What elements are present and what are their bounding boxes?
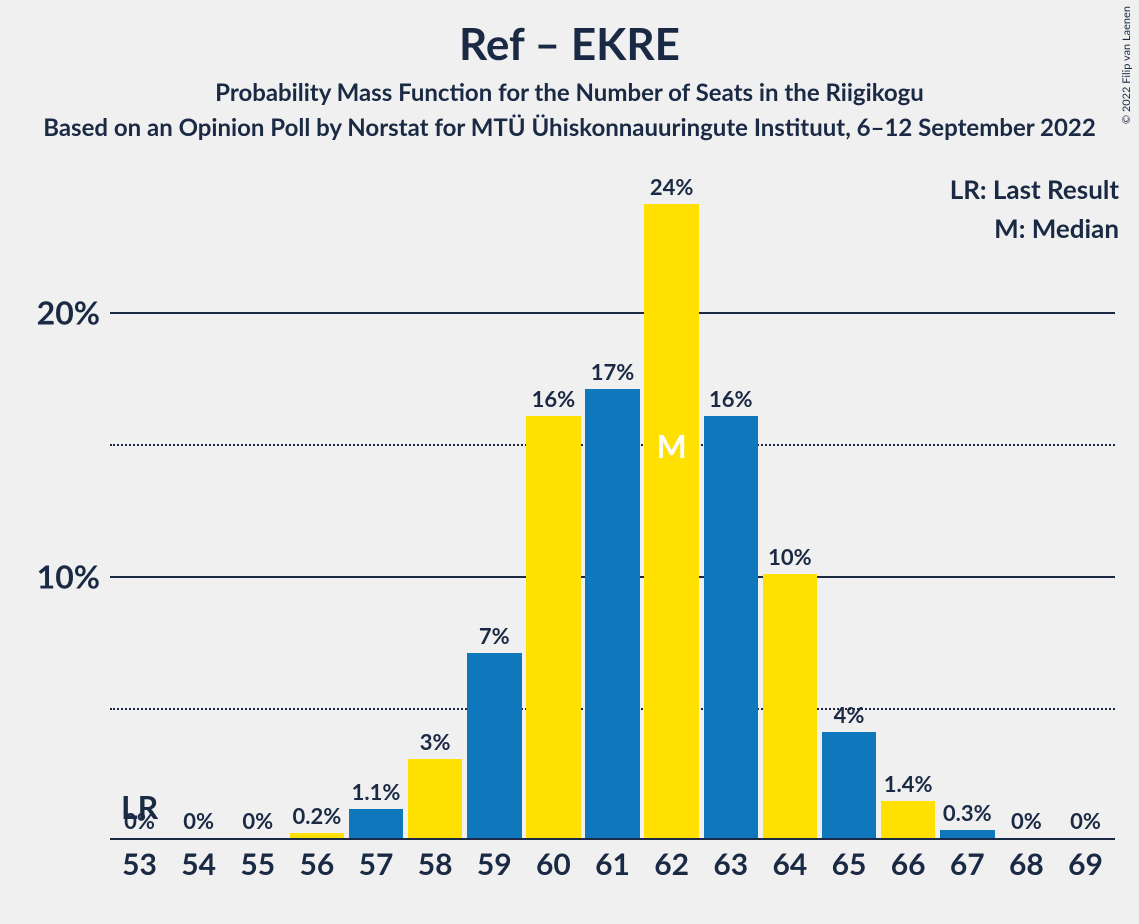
bar-slot: 0%LR	[110, 178, 169, 838]
bar-value-label: 17%	[591, 358, 635, 389]
bar: 7%	[467, 653, 521, 838]
chart-subtitle: Probability Mass Function for the Number…	[0, 78, 1139, 107]
bar-value-label: 16%	[709, 385, 753, 416]
x-tick-label: 54	[169, 846, 228, 882]
x-tick-label: 66	[879, 846, 938, 882]
x-tick-label: 56	[287, 846, 346, 882]
bar-value-label: 0%	[183, 807, 214, 838]
bar: 0.2%	[290, 833, 344, 838]
bar-value-label: 1.4%	[884, 770, 933, 801]
bar-slot: 17%	[583, 178, 642, 838]
bar: 24%M	[644, 204, 698, 838]
bar-value-label: 1.1%	[352, 778, 401, 809]
x-tick-label: 59	[465, 846, 524, 882]
bar-value-label: 0%	[242, 807, 273, 838]
bar-slot: 3%	[406, 178, 465, 838]
bar-slot: 7%	[465, 178, 524, 838]
bar: 1.1%	[349, 809, 403, 838]
bar-value-label: 16%	[532, 385, 576, 416]
bar-slot: 10%	[760, 178, 819, 838]
x-tick-label: 62	[642, 846, 701, 882]
x-tick-label: 67	[938, 846, 997, 882]
x-tick-label: 57	[347, 846, 406, 882]
x-tick-label: 60	[524, 846, 583, 882]
y-tick-label: 20%	[37, 293, 100, 332]
x-axis-labels: 5354555657585960616263646566676869	[110, 846, 1115, 882]
x-tick-label: 68	[997, 846, 1056, 882]
bar-value-label: 0.2%	[293, 802, 342, 833]
bars-container: 0%LR0%0%0.2%1.1%3%7%16%17%24%M16%10%4%1.…	[110, 178, 1115, 838]
bar-slot: 0%	[169, 178, 228, 838]
bar-value-label: 0%	[1011, 807, 1042, 838]
x-tick-label: 55	[228, 846, 287, 882]
bar-slot: 0.2%	[287, 178, 346, 838]
bar-slot: 24%M	[642, 178, 701, 838]
bar-slot: 0%	[228, 178, 287, 838]
bar-slot: 16%	[701, 178, 760, 838]
bar: 1.4%	[881, 801, 935, 838]
x-tick-label: 61	[583, 846, 642, 882]
bar-value-label: 7%	[479, 622, 510, 653]
bar-slot: 1.4%	[879, 178, 938, 838]
y-tick-label: 10%	[37, 557, 100, 596]
bar: 0.3%	[940, 830, 994, 838]
bar: 3%	[408, 759, 462, 838]
chart-area: 0%LR0%0%0.2%1.1%3%7%16%17%24%M16%10%4%1.…	[110, 180, 1115, 840]
plot: 0%LR0%0%0.2%1.1%3%7%16%17%24%M16%10%4%1.…	[110, 180, 1115, 840]
bar-value-label: 10%	[768, 543, 812, 574]
x-tick-label: 58	[406, 846, 465, 882]
bar-slot: 1.1%	[347, 178, 406, 838]
bar-value-label: 3%	[420, 728, 451, 759]
last-result-marker: LR	[121, 787, 158, 826]
bar: 16%	[526, 416, 580, 838]
x-tick-label: 65	[820, 846, 879, 882]
copyright: © 2022 Filip van Laenen	[1120, 6, 1133, 124]
bar-slot: 0%	[1056, 178, 1115, 838]
chart-source: Based on an Opinion Poll by Norstat for …	[0, 113, 1139, 142]
x-tick-label: 63	[701, 846, 760, 882]
x-tick-label: 64	[760, 846, 819, 882]
bar-value-label: 0.3%	[943, 799, 992, 830]
bar-value-label: 24%	[650, 173, 694, 204]
bar: 17%	[585, 389, 639, 838]
bar: 16%	[704, 416, 758, 838]
x-tick-label: 69	[1056, 846, 1115, 882]
bar-slot: 16%	[524, 178, 583, 838]
x-tick-label: 53	[110, 846, 169, 882]
bar-slot: 0%	[997, 178, 1056, 838]
bar-slot: 4%	[820, 178, 879, 838]
bar-value-label: 4%	[834, 701, 865, 732]
median-marker: M	[657, 426, 687, 465]
bar: 4%	[822, 732, 876, 838]
bar-slot: 0.3%	[938, 178, 997, 838]
bar: 10%	[763, 574, 817, 838]
bar-value-label: 0%	[1070, 807, 1101, 838]
chart-title: Ref – EKRE	[0, 0, 1139, 70]
